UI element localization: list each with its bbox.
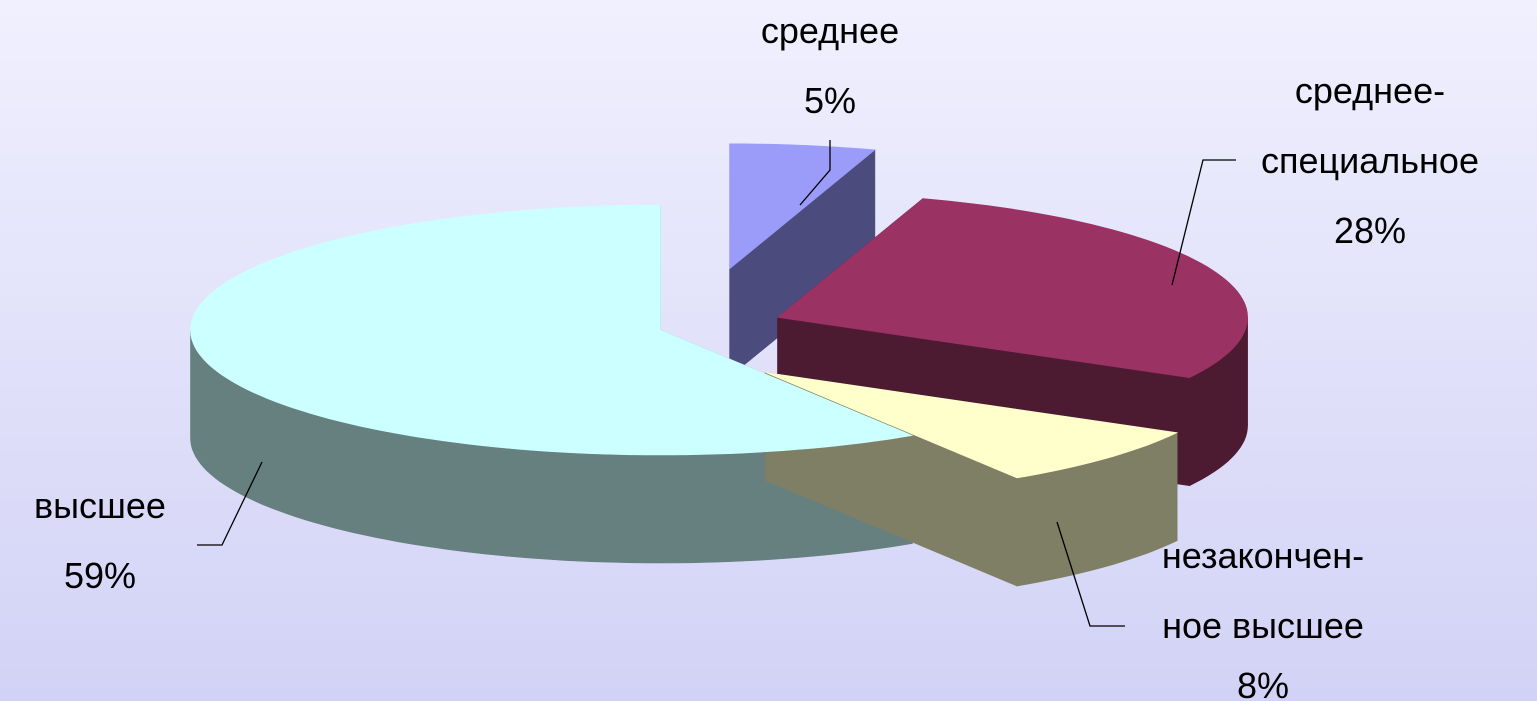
label-vyssheye-pct: 59% bbox=[64, 555, 136, 596]
label-sredneye-line1: среднее bbox=[761, 10, 899, 51]
label-sredneye-spec-line2: специальное bbox=[1261, 140, 1479, 181]
label-sredneye-spec-pct: 28% bbox=[1334, 210, 1406, 251]
label-sredneye-spec-line1: среднее- bbox=[1295, 70, 1445, 111]
slice-label-sredneye-spec: среднее- специальное 28% bbox=[1172, 70, 1479, 285]
label-nezakonch-pct: 8% bbox=[1237, 665, 1289, 701]
label-nezakonch-line2: ное высшее bbox=[1162, 605, 1364, 646]
label-vyssheye-line1: высшее bbox=[34, 485, 166, 526]
label-sredneye-pct: 5% bbox=[804, 80, 856, 121]
label-nezakonch-line1: незакончен- bbox=[1162, 535, 1364, 576]
